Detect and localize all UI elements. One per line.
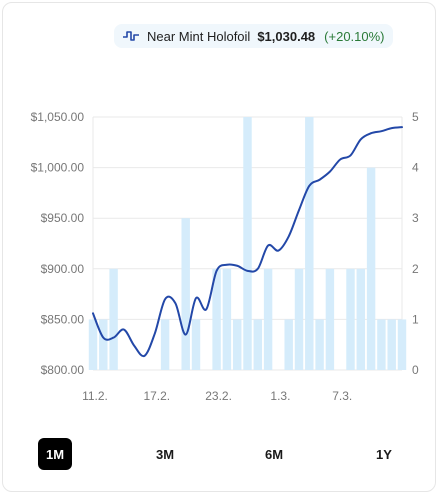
- range-button-1y[interactable]: 1Y: [376, 446, 392, 462]
- x-tick-label: 17.2.: [143, 389, 170, 403]
- x-tick-label: 1.3.: [270, 389, 290, 403]
- volume-bar: [222, 268, 232, 370]
- volume-bar: [305, 117, 314, 370]
- y-left-tick-label: $1,050.00: [31, 110, 85, 124]
- y-right-tick-label: 4: [412, 161, 419, 175]
- range-button-6m[interactable]: 6M: [264, 446, 284, 462]
- volume-bar: [294, 268, 304, 370]
- volume-bar: [356, 268, 366, 370]
- volume-bar: [88, 319, 98, 370]
- volume-bar: [325, 268, 335, 370]
- volume-bar: [191, 319, 201, 370]
- y-left-tick-label: $1,000.00: [31, 161, 85, 175]
- x-tick-label: 7.3.: [332, 389, 352, 403]
- y-left-tick-label: $800.00: [41, 363, 85, 377]
- volume-bar: [253, 319, 263, 370]
- range-selector: 1M 3M 6M 1Y: [0, 432, 440, 476]
- y-right-tick-label: 1: [412, 312, 419, 326]
- price-line: [92, 126, 403, 358]
- volume-bar: [315, 319, 324, 370]
- price-pulse-icon: [122, 29, 140, 43]
- volume-bar: [181, 218, 190, 370]
- volume-bar: [160, 319, 170, 370]
- y-right-tick-label: 3: [412, 211, 419, 225]
- y-right-tick-label: 0: [412, 363, 419, 377]
- volume-bar: [284, 319, 293, 370]
- volume-bar: [243, 117, 252, 370]
- price-chart: $1,050.00 5 $1,000.00 4 $950.00 3 $900.00 2 $850…: [31, 110, 419, 403]
- volume-bar: [377, 319, 386, 370]
- y-left-tick-label: $950.00: [41, 211, 85, 225]
- x-tick-label: 11.2.: [82, 389, 108, 403]
- range-button-1m[interactable]: 1M: [38, 438, 72, 470]
- volume-bar: [212, 268, 221, 370]
- range-button-3m[interactable]: 3M: [155, 446, 175, 462]
- volume-bar: [346, 268, 355, 370]
- price-change: (+20.10%): [324, 28, 385, 44]
- volume-bar: [387, 319, 396, 370]
- volume-bar: [232, 319, 242, 370]
- price-history-card: [2, 2, 436, 492]
- y-left-tick-label: $900.00: [41, 262, 85, 276]
- y-right-tick-label: 5: [412, 110, 419, 124]
- current-price: $1,030.48: [257, 28, 316, 44]
- price-summary-pill: Near Mint Holofoil $1,030.48 (+20.10%): [114, 24, 393, 48]
- volume-bar: [99, 319, 108, 370]
- x-tick-label: 23.2.: [205, 389, 232, 403]
- volume-bar: [366, 167, 376, 370]
- condition-label: Near Mint Holofoil: [147, 28, 251, 44]
- y-right-tick-label: 2: [412, 262, 419, 276]
- volume-bar: [263, 268, 273, 370]
- volume-bar: [109, 268, 118, 370]
- volume-bar: [397, 319, 407, 370]
- y-left-tick-label: $850.00: [41, 312, 85, 326]
